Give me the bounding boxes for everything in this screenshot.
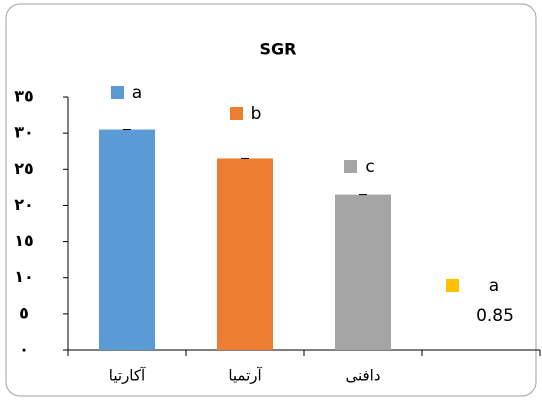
legend-label: a — [489, 276, 499, 296]
legend-swatch — [446, 279, 459, 292]
y-tick-label: ١٥ — [14, 231, 34, 250]
y-tick-label: ٢٥ — [14, 159, 34, 178]
y-tick-label: ٣٠ — [14, 123, 34, 142]
legend-swatch — [111, 86, 124, 99]
legend-label: c — [365, 157, 374, 177]
x-tick-label: آرتمیا — [228, 367, 262, 385]
x-tick-label: آکارتیا — [109, 367, 146, 385]
bar — [335, 194, 391, 350]
annotation: 0.85 — [476, 306, 514, 326]
legend-swatch — [344, 160, 357, 173]
y-tick-label: ١٠ — [14, 267, 34, 286]
x-tick-label: دافنی — [345, 367, 380, 385]
y-tick-label: ٥ — [19, 303, 29, 322]
legend-label: b — [251, 104, 262, 124]
bar — [217, 158, 273, 350]
legend-label: a — [132, 83, 142, 103]
legend-swatch — [230, 107, 243, 120]
y-tick-label: ٠ — [19, 340, 29, 359]
bar — [99, 129, 155, 350]
y-tick-label: ٣٥ — [14, 87, 34, 106]
y-tick-label: ٢٠ — [14, 195, 34, 214]
chart-title: SGR — [260, 40, 297, 59]
